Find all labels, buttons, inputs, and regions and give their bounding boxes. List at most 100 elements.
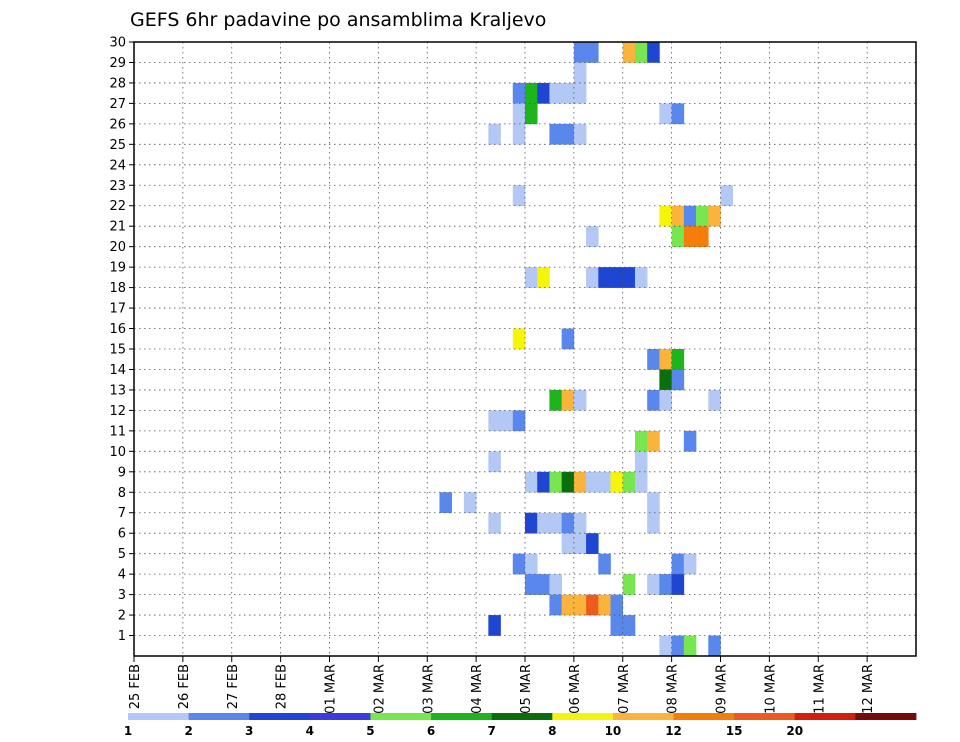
data-cell	[561, 389, 575, 411]
data-cell	[537, 574, 550, 595]
x-tick-label: 12 MAR	[861, 664, 876, 714]
y-tick-label: 10	[109, 445, 126, 460]
colorbar-label: 8	[548, 724, 556, 738]
data-cell	[622, 42, 636, 63]
data-cell	[622, 471, 636, 493]
x-tick-label: 27 FEB	[226, 664, 241, 709]
data-cell	[537, 512, 550, 534]
data-cell	[561, 594, 575, 616]
data-cell	[683, 553, 697, 575]
data-cell	[696, 226, 709, 247]
y-tick-label: 28	[109, 76, 126, 91]
data-cell	[659, 103, 672, 125]
data-cell	[561, 328, 575, 350]
y-tick-label: 19	[109, 261, 126, 276]
data-cell	[671, 635, 685, 657]
x-tick-label: 05 MAR	[519, 664, 534, 714]
data-cell	[439, 492, 452, 514]
data-cell	[586, 42, 599, 63]
data-cell	[683, 430, 697, 452]
data-cell	[488, 123, 501, 145]
y-tick-label: 17	[109, 302, 126, 317]
data-cell	[573, 512, 587, 534]
x-tick-label: 01 MAR	[324, 664, 339, 714]
y-tick-label: 30	[109, 36, 126, 51]
data-cell	[659, 349, 672, 370]
data-cell	[573, 533, 587, 554]
data-cell	[647, 492, 660, 514]
y-axis: 1234567891011121314151617181920212223242…	[109, 36, 134, 644]
data-cell	[463, 492, 477, 514]
y-tick-label: 6	[118, 527, 126, 542]
data-cell	[622, 615, 636, 636]
data-cell	[525, 574, 538, 595]
data-cell	[586, 533, 599, 554]
colorbar-swatch	[794, 713, 856, 720]
data-cell	[671, 349, 685, 370]
x-tick-label: 10 MAR	[763, 664, 778, 714]
colorbar-swatch	[734, 713, 796, 720]
data-cell	[598, 267, 611, 288]
y-tick-label: 5	[118, 547, 126, 562]
colorbar-swatch	[491, 713, 553, 720]
data-cell	[634, 451, 648, 473]
data-cell	[549, 82, 562, 104]
data-cell	[634, 471, 648, 493]
data-cell	[671, 226, 685, 247]
data-cell	[659, 635, 672, 657]
y-tick-label: 18	[109, 281, 126, 296]
data-cell	[659, 369, 672, 391]
x-tick-label: 07 MAR	[617, 664, 632, 714]
data-cell	[549, 123, 562, 145]
data-cell	[549, 574, 562, 595]
data-cell	[634, 42, 648, 63]
colorbar-label: 7	[488, 724, 496, 738]
y-tick-label: 14	[109, 363, 126, 378]
data-cell	[512, 103, 526, 125]
data-cell	[561, 82, 575, 104]
colorbar-label: 12	[665, 724, 682, 738]
grid-layer	[134, 42, 916, 656]
data-cell	[696, 205, 709, 227]
data-cell	[634, 267, 648, 288]
data-cell	[573, 471, 587, 493]
colorbar-label: 5	[366, 724, 374, 738]
data-cell	[561, 533, 575, 554]
data-cell	[586, 594, 599, 616]
colorbar-label: 6	[427, 724, 435, 738]
data-cell	[512, 123, 526, 145]
y-tick-label: 2	[118, 609, 126, 624]
data-cell	[647, 430, 660, 452]
data-cell	[671, 369, 685, 391]
data-cell	[512, 410, 526, 432]
x-tick-label: 08 MAR	[666, 664, 681, 714]
y-tick-label: 4	[118, 568, 126, 583]
data-cell	[647, 512, 660, 534]
data-cell	[573, 594, 587, 616]
y-tick-label: 7	[118, 506, 126, 521]
colorbar-swatch	[612, 713, 674, 720]
data-cell	[549, 594, 562, 616]
y-tick-label: 23	[109, 179, 126, 194]
y-tick-label: 1	[118, 629, 126, 644]
data-cell	[610, 267, 624, 288]
data-cell	[561, 471, 575, 493]
data-cell	[525, 553, 538, 575]
data-cell	[537, 82, 550, 104]
y-tick-label: 25	[109, 138, 126, 153]
data-cell	[683, 635, 697, 657]
data-cell	[573, 82, 587, 104]
data-cell	[573, 123, 587, 145]
data-cell	[525, 267, 538, 288]
data-cell	[549, 512, 562, 534]
data-cell	[610, 615, 624, 636]
data-cell	[488, 512, 501, 534]
data-cell	[671, 574, 685, 595]
data-cell	[537, 471, 550, 493]
x-tick-label: 25 FEB	[128, 664, 143, 709]
data-cell	[549, 471, 562, 493]
data-cell	[683, 226, 697, 247]
data-cell	[561, 512, 575, 534]
x-tick-label: 03 MAR	[421, 664, 436, 714]
